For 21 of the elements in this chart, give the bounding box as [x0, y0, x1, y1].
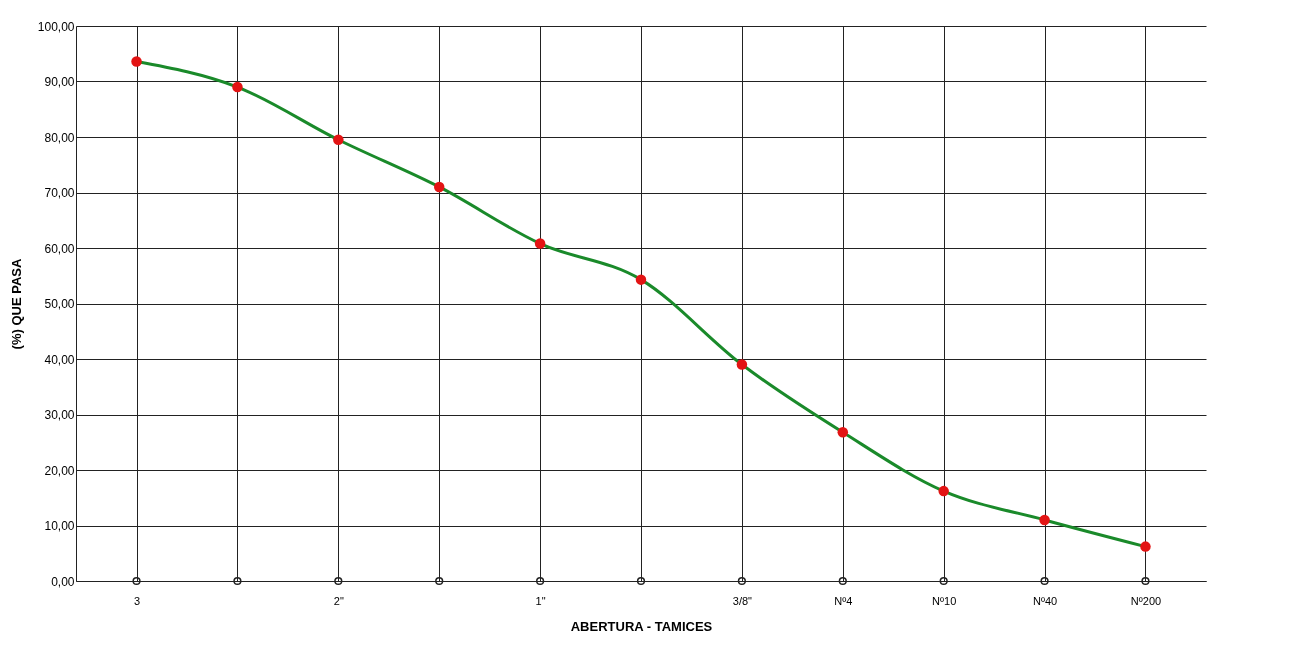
y-tick-label: 30,00	[44, 408, 75, 422]
x-tick-label: Nº4	[834, 594, 853, 607]
y-tick-label: 100,00	[37, 19, 75, 34]
y-tick-label: 10,00	[44, 519, 75, 533]
y-tick-label: 0,00	[51, 574, 75, 589]
x-tick-label: Nº10	[932, 594, 957, 607]
x-axis-title: ABERTURA - TAMICES	[570, 618, 713, 634]
x-tick-label: 1"	[535, 594, 546, 607]
y-axis-title: (%) QUE PASA	[8, 258, 24, 350]
y-tick-label: 50,00	[44, 297, 75, 311]
y-tick-label: 80,00	[44, 130, 75, 145]
y-tick-label: 20,00	[44, 463, 75, 478]
x-tick-label: Nº40	[1032, 594, 1058, 607]
x-tick-label: 2"	[333, 594, 344, 607]
y-tick-label: 90,00	[44, 75, 75, 89]
y-tick-label: 40,00	[44, 352, 75, 367]
y-tick-label: 60,00	[44, 241, 75, 256]
x-tick-label: Nº200	[1130, 594, 1162, 607]
y-tick-label: 70,00	[44, 186, 75, 200]
x-tick-label: 3	[133, 594, 141, 607]
x-tick-label: 3/8"	[732, 594, 753, 607]
